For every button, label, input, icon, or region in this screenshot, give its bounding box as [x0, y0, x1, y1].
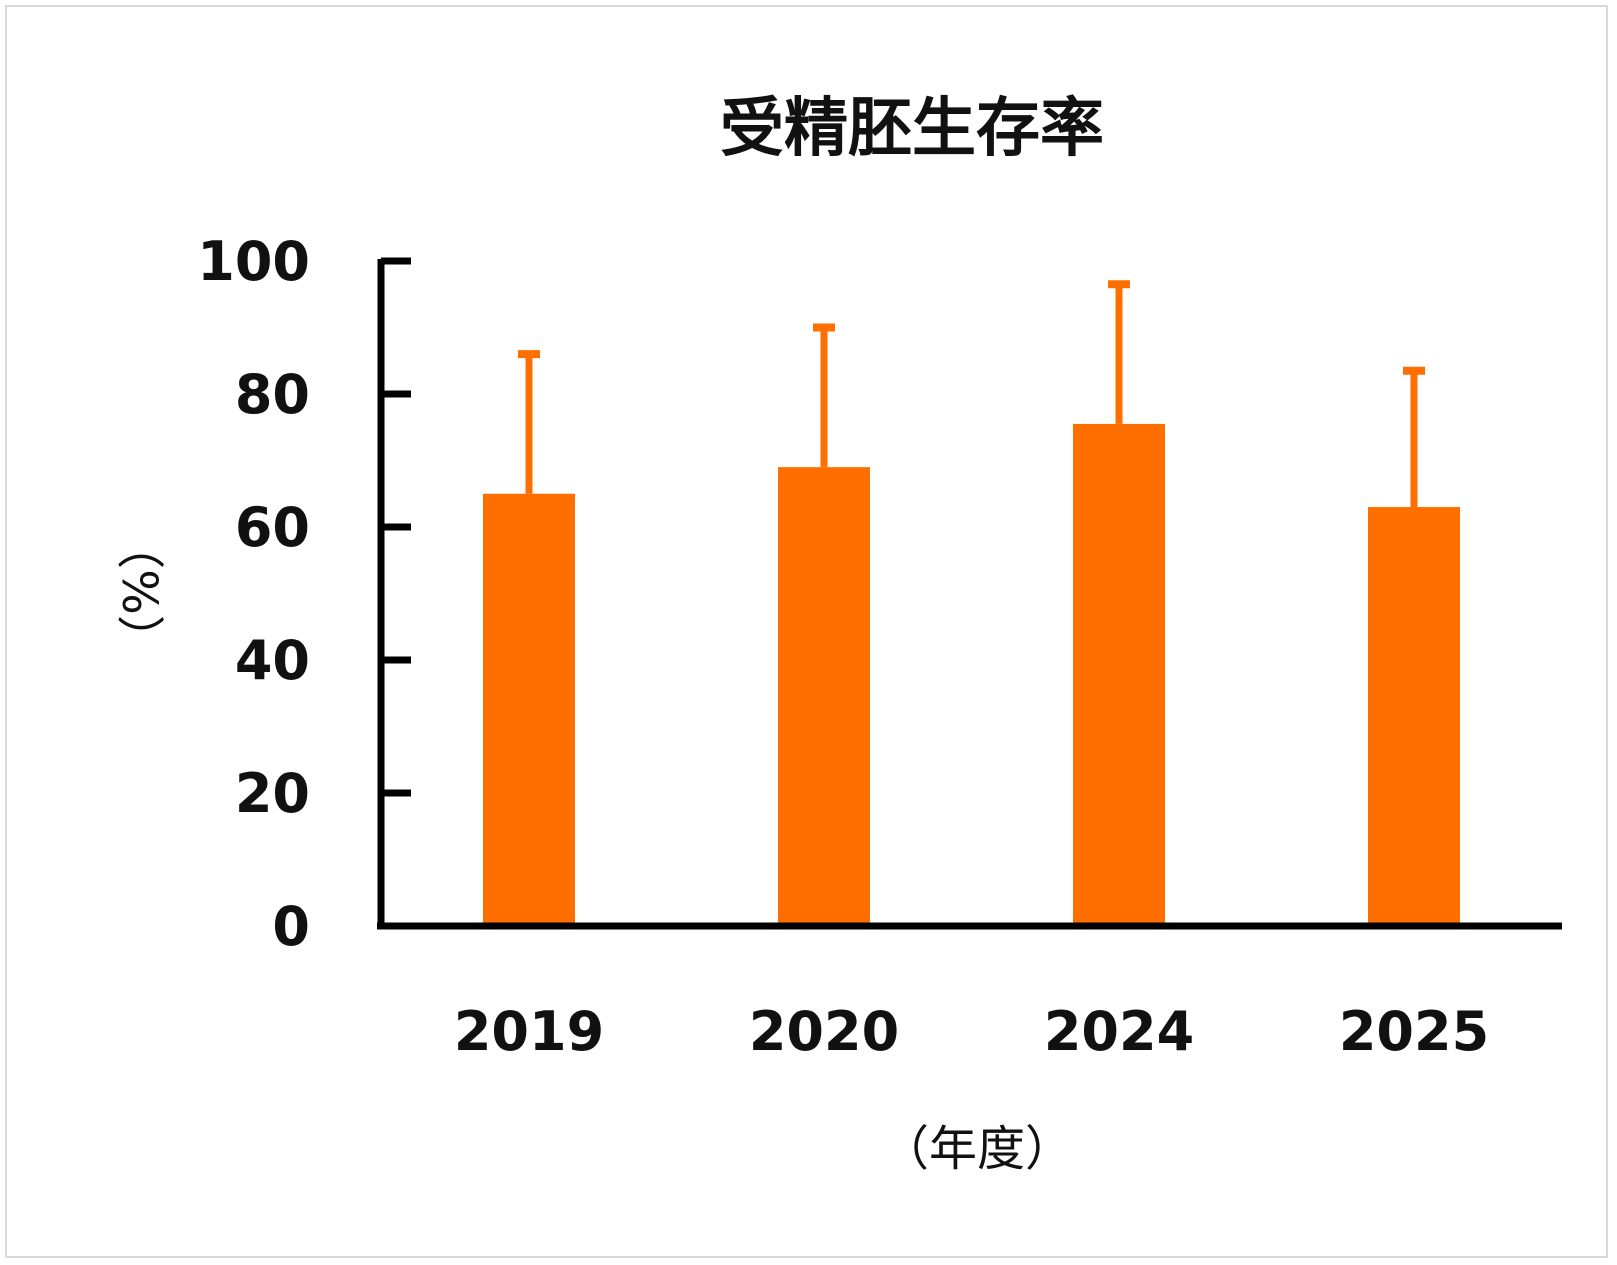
y-tick-label: 20 — [235, 762, 310, 825]
y-tick-label: 100 — [197, 230, 310, 293]
bar — [778, 467, 870, 926]
x-axis-label: （年度） — [881, 1121, 1073, 1177]
x-tick-label: 2025 — [1339, 1000, 1489, 1063]
x-ticks-group: 2019 2020 2024 2025 — [454, 1000, 1489, 1063]
y-axis-label: （%） — [111, 521, 167, 663]
error-bars-group — [518, 280, 1425, 508]
x-tick-label: 2019 — [454, 1000, 604, 1063]
bar — [1073, 423, 1165, 926]
bar — [1368, 507, 1460, 926]
bars-group — [483, 423, 1460, 926]
bar — [483, 493, 575, 926]
y-ticks-group: 0 20 40 60 80 100 — [197, 230, 411, 958]
chart-title: 受精胚生存率 — [720, 92, 1104, 166]
y-tick-label: 60 — [235, 496, 310, 559]
x-tick-label: 2020 — [749, 1000, 899, 1063]
y-tick-label: 40 — [235, 629, 310, 692]
y-tick-label: 80 — [235, 363, 310, 426]
x-tick-label: 2024 — [1044, 1000, 1194, 1063]
y-tick-label: 0 — [272, 895, 310, 958]
